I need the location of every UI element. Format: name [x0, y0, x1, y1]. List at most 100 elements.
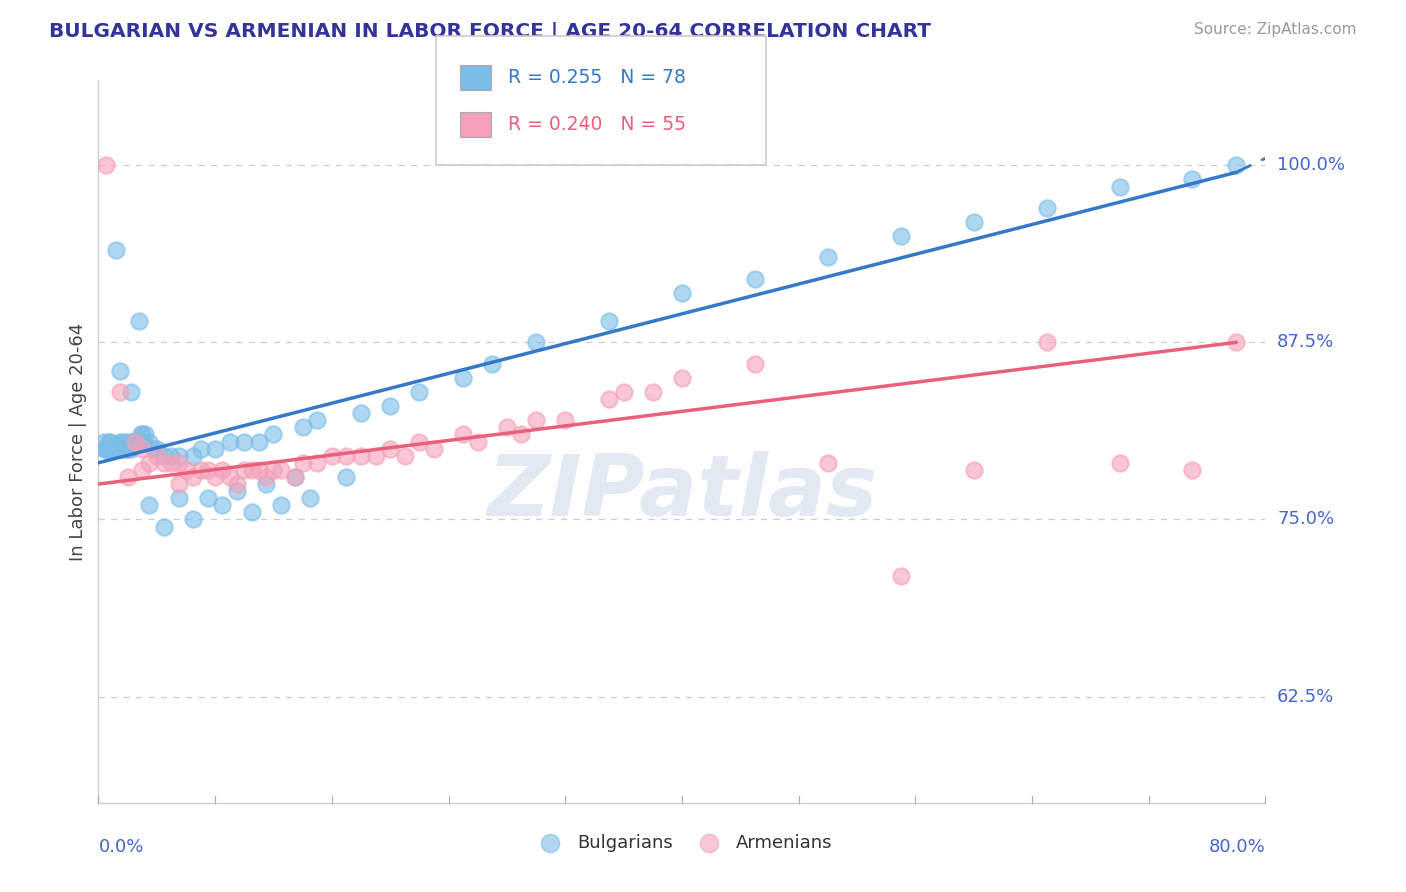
Point [153, 519, 176, 533]
Point [97, 434, 120, 449]
Point [93, 442, 115, 456]
Point [962, 463, 984, 477]
Point [211, 463, 233, 477]
Point [1108, 179, 1130, 194]
Point [247, 434, 270, 449]
Point [408, 434, 430, 449]
Text: 80.0%: 80.0% [1209, 838, 1265, 856]
Point [160, 449, 183, 463]
Point [204, 442, 226, 456]
Point [110, 434, 132, 449]
Point [671, 371, 693, 385]
Point [153, 449, 176, 463]
Point [226, 477, 249, 491]
Point [138, 498, 160, 512]
Point [1035, 335, 1057, 350]
Point [197, 491, 219, 506]
Point [94, 158, 117, 172]
Point [380, 442, 402, 456]
Point [284, 470, 307, 484]
Point [117, 442, 139, 456]
Text: R = 0.255   N = 78: R = 0.255 N = 78 [508, 68, 686, 87]
Point [496, 420, 519, 434]
Point [218, 434, 240, 449]
Point [247, 463, 270, 477]
Point [298, 491, 321, 506]
Point [307, 413, 329, 427]
Point [233, 434, 256, 449]
Point [174, 463, 197, 477]
Text: BULGARIAN VS ARMENIAN IN LABOR FORCE | AGE 20-64 CORRELATION CHART: BULGARIAN VS ARMENIAN IN LABOR FORCE | A… [49, 22, 931, 42]
Point [197, 463, 219, 477]
Point [962, 215, 984, 229]
Point [817, 251, 839, 265]
Point [117, 470, 139, 484]
Point [190, 463, 212, 477]
Point [641, 384, 664, 399]
Text: Source: ZipAtlas.com: Source: ZipAtlas.com [1194, 22, 1357, 37]
Point [284, 470, 307, 484]
Point [204, 470, 226, 484]
Point [146, 442, 169, 456]
Point [94, 442, 117, 456]
Point [350, 449, 373, 463]
Point [1181, 172, 1204, 186]
Text: 87.5%: 87.5% [1277, 334, 1334, 351]
Point [96, 442, 118, 456]
Point [263, 427, 285, 442]
Point [181, 449, 204, 463]
Point [408, 384, 430, 399]
Point [211, 498, 233, 512]
Point [111, 434, 134, 449]
Point [129, 427, 152, 442]
Point [121, 434, 143, 449]
Point [146, 449, 169, 463]
Point [98, 434, 121, 449]
Text: 0.0%: 0.0% [98, 838, 143, 856]
Point [254, 470, 277, 484]
Point [335, 449, 357, 463]
Point [118, 434, 141, 449]
Point [112, 442, 135, 456]
Point [122, 434, 145, 449]
Point [226, 484, 249, 499]
Point [291, 456, 314, 470]
Point [190, 442, 212, 456]
Point [321, 449, 343, 463]
Point [104, 442, 127, 456]
Point [451, 427, 474, 442]
Point [125, 434, 148, 449]
Point [613, 384, 636, 399]
Point [510, 427, 533, 442]
Point [167, 449, 190, 463]
Point [120, 442, 142, 456]
Point [451, 371, 474, 385]
Text: ZIPatlas: ZIPatlas [486, 450, 877, 533]
Point [93, 434, 115, 449]
Text: 100.0%: 100.0% [1277, 156, 1346, 174]
Point [114, 434, 136, 449]
Point [1225, 335, 1247, 350]
Point [335, 470, 357, 484]
Point [127, 434, 149, 449]
Point [270, 498, 292, 512]
Text: 62.5%: 62.5% [1277, 688, 1334, 706]
Point [124, 434, 146, 449]
Point [394, 449, 416, 463]
Point [160, 456, 183, 470]
Point [110, 364, 132, 378]
Point [108, 442, 131, 456]
Point [104, 244, 127, 258]
Point [115, 442, 138, 456]
Point [350, 406, 373, 420]
Point [153, 456, 176, 470]
Point [1225, 158, 1247, 172]
Point [142, 442, 165, 456]
Y-axis label: In Labor Force | Age 20-64: In Labor Force | Age 20-64 [69, 322, 87, 561]
Point [167, 491, 190, 506]
Point [131, 427, 153, 442]
Text: R = 0.240   N = 55: R = 0.240 N = 55 [508, 115, 686, 135]
Point [307, 456, 329, 470]
Point [124, 434, 146, 449]
Point [1181, 463, 1204, 477]
